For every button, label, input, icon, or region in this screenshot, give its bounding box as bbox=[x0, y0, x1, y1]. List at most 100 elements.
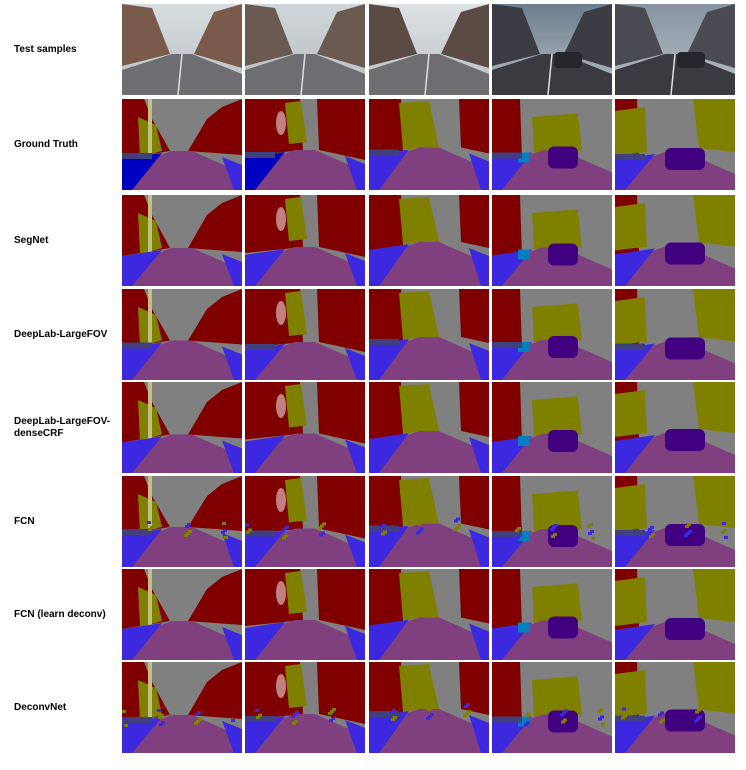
fence-region bbox=[245, 530, 275, 537]
noise-region bbox=[281, 529, 285, 533]
cyclist-region bbox=[518, 436, 530, 446]
car-region bbox=[548, 616, 578, 639]
fence-region bbox=[245, 344, 275, 350]
sidewalk-region bbox=[369, 433, 409, 473]
noise-region bbox=[721, 531, 725, 534]
noise-region bbox=[381, 532, 385, 536]
row-label-segnet: SegNet bbox=[14, 234, 49, 246]
sidewalk-region bbox=[222, 533, 242, 567]
pedestrian-region bbox=[276, 488, 286, 512]
row-label-deeplabcrf: DeepLab-LargeFOV- denseCRF bbox=[14, 415, 111, 439]
noise-region bbox=[282, 536, 286, 540]
building-region bbox=[317, 195, 365, 257]
photo-road bbox=[369, 54, 489, 95]
noise-region bbox=[600, 715, 604, 719]
sidewalk-region bbox=[615, 624, 655, 660]
tree-region bbox=[285, 101, 307, 144]
pedestrian-region bbox=[276, 207, 286, 231]
noise-region bbox=[255, 709, 259, 712]
pedestrian-region bbox=[276, 674, 286, 698]
sidewalk-region bbox=[245, 152, 285, 190]
test-image-test-5 bbox=[615, 4, 735, 95]
noise-region bbox=[560, 713, 564, 717]
segmentation-map-segnet-1 bbox=[122, 195, 242, 286]
photo-lane-marking bbox=[547, 53, 553, 95]
noise-region bbox=[160, 714, 164, 717]
segmentation-map-deeplabcrf-3 bbox=[369, 382, 489, 473]
pole-region bbox=[148, 99, 152, 159]
fence-region bbox=[492, 342, 522, 348]
noise-region bbox=[391, 718, 395, 721]
sky-region bbox=[576, 289, 612, 344]
noise-region bbox=[625, 712, 629, 716]
noise-region bbox=[246, 530, 250, 534]
segmentation-map-deconvnet-3 bbox=[369, 662, 489, 753]
sidewalk-region bbox=[615, 715, 655, 753]
sidewalk-region bbox=[122, 250, 162, 286]
row-label-deeplab: DeepLab-LargeFOV bbox=[14, 328, 108, 340]
segmentation-map-deeplabcrf-5 bbox=[615, 382, 735, 473]
fence-region bbox=[122, 529, 152, 535]
building-region bbox=[492, 289, 522, 354]
noise-region bbox=[660, 711, 664, 715]
noise-region bbox=[554, 524, 558, 527]
noise-region bbox=[294, 720, 298, 723]
noise-region bbox=[623, 714, 627, 718]
tree-region bbox=[532, 676, 586, 717]
noise-region bbox=[552, 526, 556, 529]
noise-region bbox=[514, 538, 518, 541]
sidewalk-region bbox=[245, 716, 285, 753]
noise-region bbox=[321, 531, 325, 535]
noise-region bbox=[622, 707, 626, 711]
segmentation-map-fcn-2 bbox=[245, 476, 365, 567]
sidewalk-region bbox=[469, 248, 489, 286]
tree-region bbox=[693, 195, 735, 247]
tree-region bbox=[532, 209, 586, 250]
building-region bbox=[317, 289, 365, 352]
noise-region bbox=[457, 524, 461, 528]
building-region bbox=[492, 476, 522, 543]
building-region bbox=[369, 195, 403, 252]
noise-region bbox=[651, 533, 655, 536]
noise-region bbox=[149, 535, 153, 538]
building-region bbox=[317, 569, 365, 630]
noise-region bbox=[222, 522, 226, 525]
noise-region bbox=[589, 523, 593, 526]
segmentation-map-fcndeconv-1 bbox=[122, 569, 242, 660]
building-region bbox=[459, 195, 489, 248]
sidewalk-region bbox=[345, 348, 365, 380]
noise-region bbox=[687, 523, 691, 526]
sidewalk-region bbox=[345, 253, 365, 286]
noise-region bbox=[122, 710, 126, 713]
tree-region bbox=[399, 478, 439, 526]
tree-region bbox=[693, 662, 735, 714]
noise-region bbox=[285, 525, 289, 529]
building-region bbox=[492, 382, 522, 448]
pole-region bbox=[148, 382, 152, 442]
tree-region bbox=[615, 484, 647, 532]
sidewalk-region bbox=[345, 720, 365, 753]
noise-region bbox=[318, 526, 322, 530]
noise-region bbox=[525, 714, 529, 718]
fence-region bbox=[492, 531, 522, 537]
tree-region bbox=[615, 670, 647, 718]
tree-region bbox=[615, 577, 647, 626]
noise-region bbox=[561, 720, 565, 724]
building-region bbox=[459, 99, 489, 154]
noise-region bbox=[332, 708, 336, 711]
sidewalk-region bbox=[222, 627, 242, 660]
tree-region bbox=[693, 569, 735, 622]
noise-region bbox=[688, 530, 692, 533]
segmentation-map-deeplab-1 bbox=[122, 289, 242, 380]
building-region bbox=[459, 569, 489, 624]
building-region bbox=[188, 476, 242, 531]
noise-region bbox=[724, 536, 728, 539]
sidewalk-region bbox=[122, 623, 162, 660]
row-label-gt: Ground Truth bbox=[14, 138, 78, 150]
noise-region bbox=[197, 711, 201, 714]
cyclist-region bbox=[518, 531, 530, 541]
noise-region bbox=[697, 708, 701, 712]
fence-region bbox=[122, 153, 152, 159]
noise-region bbox=[615, 527, 619, 530]
segmentation-map-deconvnet-2 bbox=[245, 662, 365, 753]
